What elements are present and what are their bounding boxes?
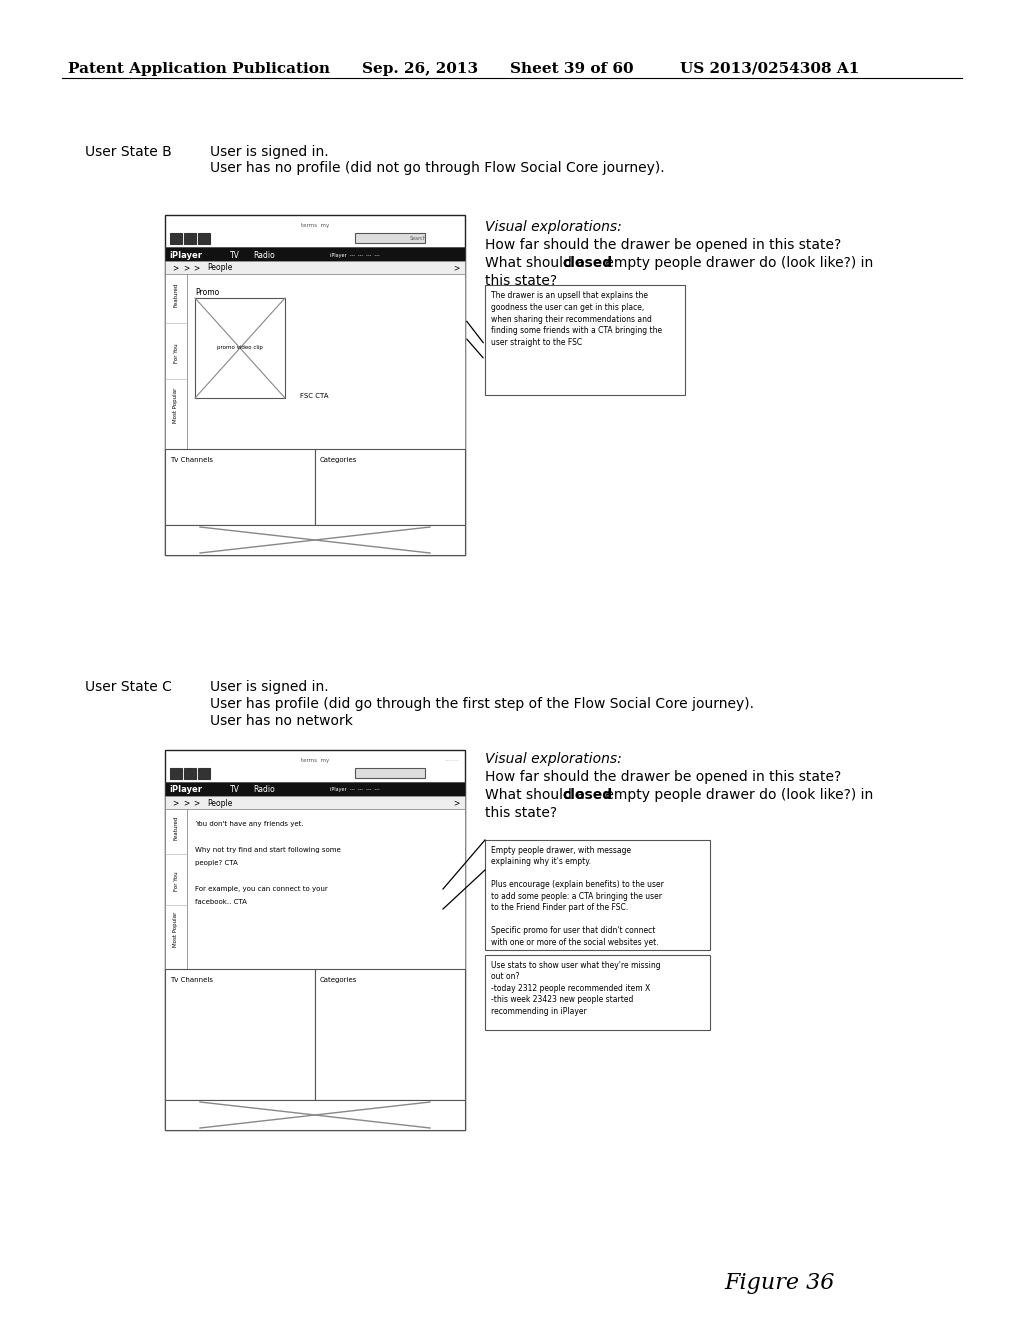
Text: US 2013/0254308 A1: US 2013/0254308 A1 <box>680 62 859 77</box>
Bar <box>165 796 465 809</box>
Text: facebook.. CTA: facebook.. CTA <box>195 899 247 906</box>
Text: closed: closed <box>562 788 612 803</box>
Text: iPlayer: iPlayer <box>169 785 202 795</box>
Text: empty people drawer do (look like?) in: empty people drawer do (look like?) in <box>601 256 873 271</box>
Text: iPlayer  ---  ---  ---  ---: iPlayer --- --- --- --- <box>330 252 380 257</box>
Text: this state?: this state? <box>485 275 557 288</box>
Text: ----------: ---------- <box>445 758 460 762</box>
Bar <box>195 298 285 399</box>
Text: Sep. 26, 2013: Sep. 26, 2013 <box>362 62 478 77</box>
Bar <box>184 768 196 779</box>
Text: How far should the drawer be opened in this state?: How far should the drawer be opened in t… <box>485 770 842 784</box>
Text: User has profile (did go through the first step of the Flow Social Core journey): User has profile (did go through the fir… <box>210 697 754 711</box>
Text: Tv Channels: Tv Channels <box>170 457 213 463</box>
Bar <box>165 275 187 449</box>
Text: this state?: this state? <box>485 807 557 820</box>
Text: Use stats to show user what they're missing
out on?
-today 2312 people recommend: Use stats to show user what they're miss… <box>490 961 660 1016</box>
Text: User State B: User State B <box>85 145 172 158</box>
Text: Most Popular: Most Popular <box>173 911 178 946</box>
Bar <box>165 525 465 554</box>
Text: How far should the drawer be opened in this state?: How far should the drawer be opened in t… <box>485 238 842 252</box>
Text: What should a: What should a <box>485 788 589 803</box>
Text: People: People <box>207 264 232 272</box>
Bar <box>355 234 425 243</box>
Bar <box>165 969 315 1100</box>
Text: User has no network: User has no network <box>210 714 353 729</box>
Text: Most Popular: Most Popular <box>173 388 178 422</box>
Bar <box>485 285 685 395</box>
Text: >: > <box>183 799 189 808</box>
Text: User is signed in.: User is signed in. <box>210 145 329 158</box>
Text: Featured: Featured <box>173 282 178 308</box>
Text: TV: TV <box>230 785 240 795</box>
Text: TV: TV <box>230 251 240 260</box>
Bar <box>485 840 710 950</box>
Bar <box>355 768 425 777</box>
Text: Patent Application Publication: Patent Application Publication <box>68 62 330 77</box>
Text: What should a: What should a <box>485 256 589 271</box>
Bar <box>165 1100 465 1130</box>
Text: Radio: Radio <box>253 251 274 260</box>
Bar <box>165 449 315 525</box>
Text: Tv Channels: Tv Channels <box>170 977 213 983</box>
Text: Categories: Categories <box>319 977 357 983</box>
Text: For example, you can connect to your: For example, you can connect to your <box>195 886 328 892</box>
Text: Why not try find and start following some: Why not try find and start following som… <box>195 847 341 853</box>
Bar <box>165 809 187 969</box>
Text: >: > <box>453 264 459 272</box>
Text: You don't have any friends yet.: You don't have any friends yet. <box>195 821 304 828</box>
Text: User has no profile (did not go through Flow Social Core journey).: User has no profile (did not go through … <box>210 161 665 176</box>
Bar <box>165 261 465 275</box>
Text: People: People <box>207 799 232 808</box>
Text: FSC CTA: FSC CTA <box>300 393 329 399</box>
Bar <box>315 969 465 1100</box>
Text: Promo: Promo <box>195 288 219 297</box>
Text: User State C: User State C <box>85 680 172 694</box>
Text: terms  my: terms my <box>301 758 329 763</box>
Bar <box>187 809 465 969</box>
Text: iPlayer: iPlayer <box>169 251 202 260</box>
Text: promo video clip: promo video clip <box>217 346 263 351</box>
Bar <box>165 781 465 796</box>
Text: Search: Search <box>410 235 427 240</box>
Bar <box>315 449 465 525</box>
Bar <box>198 768 210 779</box>
Text: Radio: Radio <box>253 785 274 795</box>
Bar <box>485 954 710 1030</box>
Text: Categories: Categories <box>319 457 357 463</box>
Text: Featured: Featured <box>173 816 178 841</box>
Bar <box>198 234 210 244</box>
Text: The drawer is an upsell that explains the
goodness the user can get in this plac: The drawer is an upsell that explains th… <box>490 290 663 347</box>
Text: >: > <box>172 264 178 272</box>
Text: people? CTA: people? CTA <box>195 861 238 866</box>
Text: terms  my: terms my <box>301 223 329 228</box>
Bar <box>165 215 465 554</box>
Text: Sheet 39 of 60: Sheet 39 of 60 <box>510 62 634 77</box>
Text: closed: closed <box>562 256 612 271</box>
Text: empty people drawer do (look like?) in: empty people drawer do (look like?) in <box>601 788 873 803</box>
Text: Figure 36: Figure 36 <box>725 1272 836 1294</box>
Text: Visual explorations:: Visual explorations: <box>485 752 622 766</box>
Text: >: > <box>172 799 178 808</box>
Text: >: > <box>453 799 459 808</box>
Text: Visual explorations:: Visual explorations: <box>485 220 622 234</box>
Text: >: > <box>193 799 200 808</box>
Text: For You: For You <box>173 871 178 891</box>
Bar <box>187 275 465 449</box>
Text: For You: For You <box>173 343 178 363</box>
Text: >: > <box>193 264 200 272</box>
Bar <box>165 750 465 1130</box>
Bar <box>170 768 182 779</box>
Text: >: > <box>183 264 189 272</box>
Bar <box>165 247 465 261</box>
Text: iPlayer  ---  ---  ---  ---: iPlayer --- --- --- --- <box>330 788 380 792</box>
Bar <box>170 234 182 244</box>
Text: User is signed in.: User is signed in. <box>210 680 329 694</box>
Bar <box>184 234 196 244</box>
Text: Empty people drawer, with message
explaining why it's empty.

Plus encourage (ex: Empty people drawer, with message explai… <box>490 846 664 946</box>
